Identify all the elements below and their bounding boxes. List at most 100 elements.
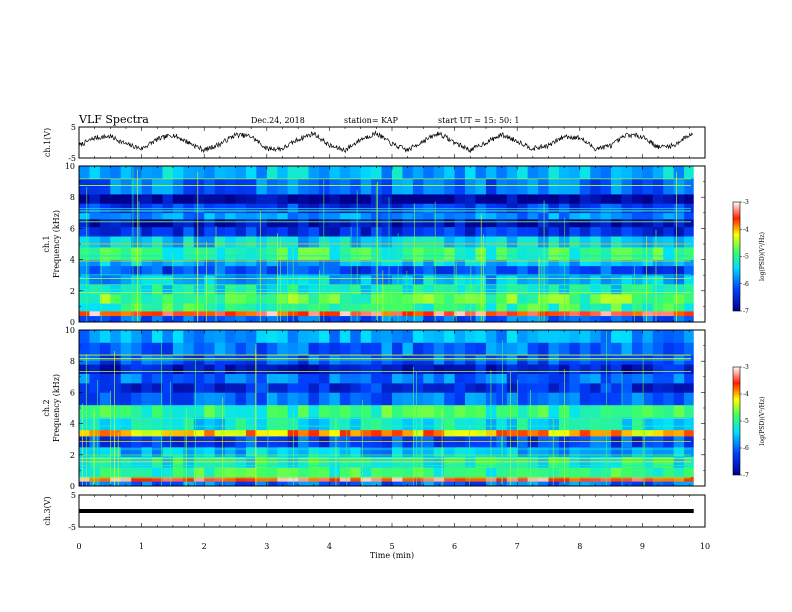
cb2-gradient — [732, 366, 741, 476]
spec1-cell — [433, 194, 445, 204]
spec2-cell — [642, 383, 654, 393]
spec2-cell — [527, 373, 539, 384]
spec2-cell — [579, 383, 591, 393]
spec1-cell — [99, 178, 111, 195]
spec1-cell — [162, 226, 174, 237]
spec1-cell — [548, 194, 560, 204]
spec2-cell — [412, 447, 424, 457]
spec1-cell — [318, 275, 330, 285]
spec2-cell — [214, 429, 226, 437]
spec1-cell — [110, 212, 122, 220]
spec2-cell — [256, 330, 268, 343]
spec1-cell — [308, 226, 320, 237]
spec2-cell — [402, 383, 414, 393]
spec2-cell — [339, 330, 351, 343]
spec2-cell — [631, 342, 643, 356]
spec2-cell — [266, 330, 278, 343]
spec2-cell — [548, 330, 560, 343]
spec2-cell — [79, 429, 90, 437]
spec1-cell — [663, 311, 674, 317]
spec1-cell — [673, 212, 685, 220]
spec1-cell — [631, 194, 643, 204]
spec2-cell — [590, 383, 601, 393]
spec2-cell — [350, 330, 361, 343]
spec2-cell — [308, 330, 320, 343]
spec1-cell — [131, 247, 142, 260]
spec2-cell — [214, 404, 226, 418]
spec2-cell — [485, 476, 497, 482]
spec2-cell — [350, 392, 361, 406]
spec2-cell — [214, 467, 226, 477]
spec2-cell — [79, 383, 90, 393]
spec1-cell — [475, 303, 487, 312]
spec2-cell — [245, 330, 257, 343]
cb2-label: log(PSD)(V²/Hz) — [759, 397, 766, 446]
spec2-cell — [558, 342, 570, 356]
spec1-cell — [548, 226, 560, 237]
spec1-cell — [350, 265, 361, 276]
spec1-cell — [120, 265, 132, 276]
spec2-cell — [402, 364, 414, 374]
spec1-cell — [381, 194, 393, 204]
spec2-cell — [684, 429, 695, 437]
spec1-cell — [245, 315, 257, 323]
spec1-cell — [527, 311, 539, 317]
spec1-cell — [642, 259, 654, 267]
spec1-cell — [225, 219, 236, 228]
spec2-cell — [256, 383, 268, 393]
spec2-cell — [423, 392, 435, 406]
spec1-cell — [318, 226, 330, 237]
spec2-cell — [350, 383, 361, 393]
spec2-cell — [517, 342, 528, 356]
spec1-cell — [120, 212, 132, 220]
spec1-cell — [110, 265, 122, 276]
spec1-cell — [183, 293, 195, 304]
spec2-cell — [631, 364, 643, 374]
spec1-cell — [141, 226, 153, 237]
spec2-cell — [277, 392, 288, 406]
spec2-cell — [235, 447, 247, 457]
spec2-cell — [350, 481, 361, 487]
spec1-cell — [611, 226, 622, 237]
spec2-cell — [287, 364, 299, 374]
spec1-cell — [621, 236, 633, 248]
spec2-cell — [433, 417, 445, 431]
spec2-cell — [454, 429, 466, 437]
spec1-cell — [527, 212, 539, 220]
spec1-cell — [245, 212, 257, 220]
spec2-cell — [412, 392, 424, 406]
spec1-cell — [433, 265, 445, 276]
spec2-cell — [350, 417, 361, 431]
spec1-cell — [611, 212, 622, 220]
spec1-cell — [548, 315, 560, 323]
spec2-cell — [277, 404, 288, 418]
spec2-cell — [245, 383, 257, 393]
spec1-cell — [684, 178, 695, 195]
spec1-cell — [89, 194, 101, 204]
spec2-cell — [99, 404, 111, 418]
spec2-cell — [162, 383, 174, 393]
spec2-cell — [433, 467, 445, 477]
spec1-cell — [318, 166, 330, 179]
spec1-cell — [621, 259, 633, 267]
spec1-cell — [89, 219, 101, 228]
spec1-cell — [652, 247, 664, 260]
spec2-cell — [277, 373, 288, 384]
spec1-cell — [579, 219, 591, 228]
spec1-cell — [485, 194, 497, 204]
spec2-cell — [235, 383, 247, 393]
spec2-cell — [673, 476, 685, 482]
spec2-cell — [381, 404, 393, 418]
spec1-cell — [162, 275, 174, 285]
spec2-cell — [579, 481, 591, 487]
spec1-cell — [131, 194, 142, 204]
spec1-cell — [120, 275, 132, 285]
spec2-cell — [371, 447, 382, 457]
spec1-cell — [454, 212, 466, 220]
spec1-cell — [496, 311, 508, 317]
spec2-cell — [89, 364, 101, 374]
spec1-cell — [412, 194, 424, 204]
spec1-cell — [569, 303, 581, 312]
spec1-cell — [339, 303, 351, 312]
spec2-cell — [538, 373, 549, 384]
